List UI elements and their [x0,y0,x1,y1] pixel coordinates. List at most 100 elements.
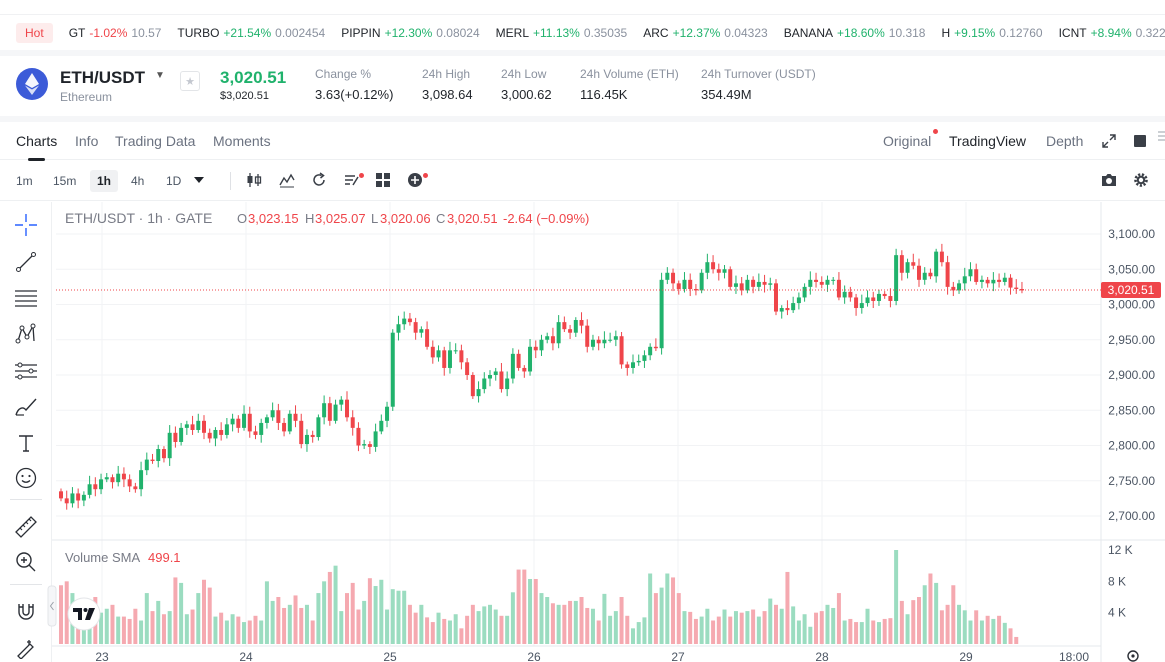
candle [854,297,859,309]
candles-icon[interactable] [245,171,263,189]
volume-bar [224,620,229,644]
expand-icon[interactable] [1101,133,1117,149]
volume-bar [327,571,332,644]
ticker-item-banana[interactable]: BANANA +18.60% 10.318 [784,26,926,40]
tab-info[interactable]: Info [75,133,99,149]
time-axis-label: 27 [671,650,685,662]
candle [76,493,81,501]
collapse-arrow-icon[interactable] [47,585,57,627]
emoji-icon[interactable] [13,465,39,491]
tab-original[interactable]: Original [883,133,932,149]
price-chart[interactable]: 3,100.00 3,050.00 3,000.00 2,950.00 2,900.00… [0,202,1165,662]
trend-line-icon[interactable] [13,249,39,275]
volume-bar [253,615,258,644]
tab-depth[interactable]: Depth [1046,133,1084,149]
replay-icon[interactable] [310,171,328,189]
ticker-item-arc[interactable]: ARC +12.37% 0.04323 [643,26,767,40]
ticker-item-icnt[interactable]: ICNT+8.94%0.32203 [1059,26,1165,40]
brush-icon[interactable] [13,394,39,420]
price-axis-label: 2,800.00 [1108,439,1155,453]
timeframe-1m[interactable]: 1m [16,174,33,188]
candle [121,473,126,480]
timeframe-4h[interactable]: 4h [131,174,145,188]
volume-bar [322,581,327,644]
notification-dot [359,173,364,178]
text-tool-icon[interactable] [13,430,39,456]
pair-name[interactable]: ETH/USDT [60,68,145,87]
tab-charts[interactable]: Charts [16,133,58,161]
pattern-icon[interactable] [13,321,39,347]
volume-bar [413,612,418,644]
ticker-item-h[interactable]: H +9.15% 0.12760 [941,26,1042,40]
draw-lock-icon[interactable] [13,635,39,661]
notification-dot [423,173,428,178]
tab-trading-data[interactable]: Trading Data [115,133,196,149]
volume-bar [859,622,864,644]
candle [556,322,561,344]
layout-square-icon[interactable] [1134,135,1146,147]
candle [631,362,635,368]
volume-bar [345,593,349,644]
fib-retracement-icon[interactable] [13,285,39,311]
volume-bar [476,611,481,644]
add-indicator-icon[interactable] [406,171,424,189]
camera-icon[interactable] [1100,171,1118,189]
tab-moments[interactable]: Moments [213,133,271,149]
hot-badge[interactable]: Hot [16,22,53,43]
volume-bar [608,615,613,644]
stat-24h-turnover: 24h Turnover (USDT) 354.49M [701,67,816,102]
volume-bar [888,618,893,644]
ticker-symbol: MERL [495,25,530,40]
timeframe-1h[interactable]: 1h [90,170,119,192]
ruler-icon[interactable] [13,514,39,540]
stat-label: 24h Low [501,67,547,81]
volume-bar [207,587,212,644]
timeframe-1d[interactable]: 1D [166,174,182,188]
timeframe-15m[interactable]: 15m [53,174,77,188]
candle [648,346,653,356]
candle [711,262,716,270]
candle [945,262,950,287]
projection-icon[interactable] [13,358,39,384]
caret-down-icon[interactable] [190,171,208,189]
volume-bar [190,609,195,644]
favorite-star-button[interactable]: ★ [180,71,200,91]
indicators-icon[interactable] [278,171,296,189]
ticker-item-gt[interactable]: GT -1.02% 10.57 [69,26,162,40]
candle [974,269,979,282]
ohlc-change: -2.64 (−0.09%) [503,211,589,226]
ticker-item-turbo[interactable]: TURBO +21.54% 0.002454 [177,26,325,40]
zoom-in-icon[interactable] [13,549,39,575]
candle [310,434,315,438]
volume-bar [545,597,550,644]
time-axis-label: 26 [527,650,541,662]
volume-bar [728,616,733,644]
candle [636,360,641,363]
volume-bar [596,620,601,644]
chevron-down-icon[interactable]: ▼ [155,70,165,81]
volume-bar [293,595,298,644]
layout-grid-icon[interactable] [374,171,392,189]
time-axis-settings-icon[interactable] [1127,650,1139,662]
menu-icon[interactable] [1158,130,1165,142]
tradingview-logo-icon[interactable] [67,597,101,631]
candle [259,422,264,435]
candle [219,429,224,435]
candle [625,364,630,368]
candle [465,362,470,375]
ticker-price: 0.08024 [436,25,480,40]
volume-bar [705,608,710,644]
volume-bar [671,577,676,644]
volume-bar [173,577,178,644]
candle [470,375,475,397]
candle [196,420,201,430]
templates-icon[interactable] [343,171,361,189]
tab-tradingview[interactable]: TradingView [949,133,1027,149]
ticker-item-merl[interactable]: MERL +11.13% 0.35035 [496,26,628,40]
settings-gear-icon[interactable] [1132,171,1150,189]
magnet-icon[interactable] [13,598,39,624]
candle [934,251,939,277]
crosshair-icon[interactable] [13,212,39,238]
candle [207,432,212,439]
ticker-item-pippin[interactable]: PIPPIN +12.30% 0.08024 [341,26,479,40]
